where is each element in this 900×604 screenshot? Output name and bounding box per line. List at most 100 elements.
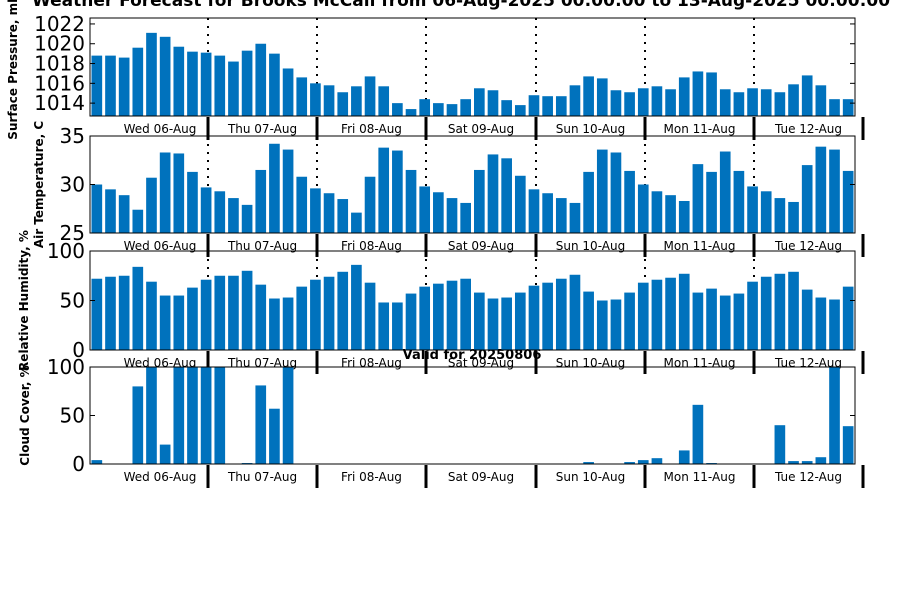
day-label: Tue 12-Aug: [774, 239, 842, 253]
bar: [596, 300, 608, 350]
bar: [228, 198, 239, 233]
bar: [706, 72, 717, 116]
day-label: Thu 07-Aug: [227, 470, 297, 484]
bar: [487, 90, 499, 116]
bar: [269, 298, 280, 350]
bar: [173, 46, 185, 116]
bar: [815, 146, 827, 233]
bar: [733, 170, 745, 233]
y-axis-label: Surface Pressure, mb: [6, 0, 20, 140]
bar: [829, 99, 840, 116]
bar: [719, 295, 731, 350]
bar: [91, 278, 103, 350]
bar: [323, 85, 335, 116]
bar: [815, 85, 827, 116]
day-label: Wed 06-Aug: [124, 356, 197, 370]
y-tick-label: 25: [60, 221, 85, 245]
bar: [173, 367, 185, 464]
bar: [187, 367, 198, 464]
bar: [269, 408, 280, 464]
bar: [542, 193, 553, 233]
bar: [364, 176, 376, 233]
bar: [733, 92, 745, 116]
bar: [514, 175, 526, 233]
bar: [105, 276, 116, 350]
bar: [678, 273, 690, 350]
bar: [788, 201, 799, 233]
bar: [474, 169, 485, 233]
bar: [214, 367, 226, 464]
bar: [446, 198, 458, 233]
bar: [255, 284, 267, 350]
bar: [187, 287, 198, 350]
day-label: Sun 10-Aug: [556, 470, 625, 484]
bar: [337, 92, 349, 116]
bar: [200, 52, 212, 116]
day-label: Tue 12-Aug: [774, 470, 842, 484]
bar: [419, 186, 431, 233]
y-tick-label: 30: [60, 173, 85, 197]
bar: [351, 212, 362, 233]
bar: [282, 367, 294, 464]
bar: [433, 283, 444, 350]
bar: [788, 271, 799, 350]
bar: [596, 78, 608, 116]
day-label: Fri 08-Aug: [341, 122, 402, 136]
bar: [241, 270, 253, 350]
y-axis-label: Air Temperature, C: [32, 121, 46, 249]
bar: [159, 295, 171, 350]
bar: [460, 202, 471, 233]
bar: [706, 171, 717, 233]
bar: [419, 286, 431, 350]
bar: [815, 457, 827, 464]
y-tick-label: 1018: [34, 52, 85, 76]
day-label: Sun 10-Aug: [556, 122, 625, 136]
day-label: Thu 07-Aug: [227, 122, 297, 136]
bar: [774, 273, 786, 350]
day-label: Mon 11-Aug: [664, 470, 736, 484]
bar: [842, 99, 854, 116]
chart-panel-2: 25 30 35 Air Temperature, C Wed 06-Aug Thu 07…: [32, 121, 865, 257]
axes-box: [89, 17, 856, 117]
bar: [829, 299, 840, 350]
y-tick-label: 100: [47, 239, 85, 263]
bar: [692, 164, 704, 233]
day-label: Sat 09-Aug: [448, 356, 514, 370]
bar: [446, 280, 458, 350]
bar: [678, 450, 690, 464]
bar: [91, 55, 103, 116]
bar: [651, 191, 663, 233]
bar: [747, 281, 758, 350]
bar: [801, 165, 813, 233]
bar: [405, 169, 417, 233]
day-label: Mon 11-Aug: [664, 122, 736, 136]
bar: [378, 302, 390, 350]
bar: [214, 55, 226, 116]
bar: [801, 75, 813, 116]
bar: [651, 86, 663, 116]
bar: [706, 288, 717, 350]
bar: [282, 149, 294, 233]
bar: [760, 89, 772, 116]
bar: [637, 184, 649, 233]
bar: [187, 51, 198, 116]
bar: [624, 292, 635, 350]
bar: [760, 191, 772, 233]
y-tick-label: 35: [60, 124, 85, 148]
bar: [337, 271, 349, 350]
bar: [583, 291, 594, 350]
bar: [392, 103, 403, 116]
y-tick-label: 1014: [34, 91, 85, 115]
bar: [542, 96, 553, 116]
bar: [91, 460, 103, 464]
bar: [692, 404, 704, 464]
bar: [200, 279, 212, 350]
bar: [405, 293, 417, 350]
bar: [555, 198, 567, 233]
bar: [596, 149, 608, 233]
y-tick-label: 1016: [34, 71, 85, 95]
bar: [692, 71, 704, 116]
bar: [637, 88, 649, 116]
